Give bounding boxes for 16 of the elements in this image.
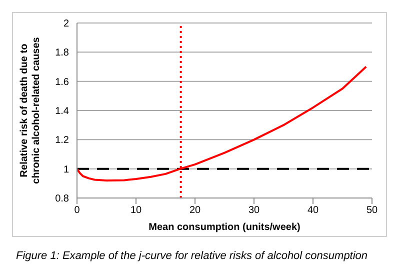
x-axis-title: Mean consumption (units/week)	[148, 222, 300, 233]
x-tick-label: 20	[189, 205, 201, 216]
y-tick-label: 0.8	[55, 194, 70, 205]
y-tick-label: 1	[63, 164, 70, 176]
x-tick-label: 0	[74, 205, 80, 216]
x-tick-label: 10	[130, 205, 142, 216]
y-tick-label: 1.6	[55, 76, 70, 88]
caption: Figure 1: Example of the j-curve for relative risks of alcohol consumption	[16, 250, 368, 262]
y-tick-label: 2	[63, 18, 70, 30]
y-tick-label: 1.2	[55, 135, 70, 146]
x-tick-label: 40	[307, 205, 319, 216]
y-axis-title: Relative risk of death due to chronic alcohol-related causes	[19, 36, 42, 184]
x-tick-label: 50	[366, 205, 378, 216]
y-tick-label: 1.4	[55, 106, 70, 118]
y-tick-label: 1.8	[55, 48, 70, 59]
x-tick-label: 30	[248, 205, 260, 216]
